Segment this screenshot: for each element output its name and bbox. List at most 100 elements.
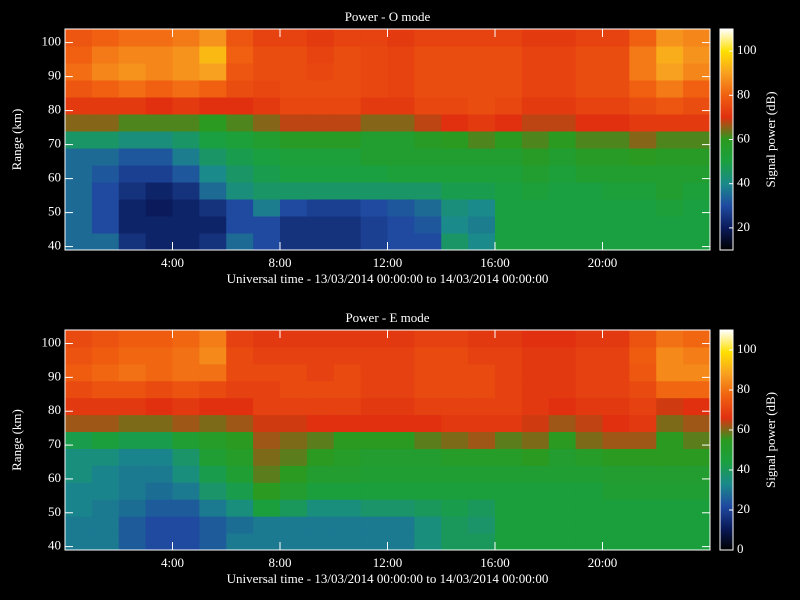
heat-cell <box>575 380 603 399</box>
heat-cell <box>145 448 173 466</box>
heat-cell <box>360 63 388 81</box>
heat-cell <box>683 533 710 550</box>
heat-cell <box>548 114 577 132</box>
heat-cell <box>441 80 469 98</box>
heat-cell <box>387 533 415 550</box>
heat-cell <box>656 165 684 183</box>
heat-cell <box>145 431 173 449</box>
y-tick-label: 40 <box>48 238 61 253</box>
heat-cell <box>441 431 469 449</box>
heat-cell <box>118 148 147 166</box>
heat-cell <box>280 431 308 449</box>
heat-cell <box>253 182 281 200</box>
heat-cell <box>441 516 469 534</box>
heat-cell <box>91 199 120 217</box>
heat-cell <box>360 363 388 382</box>
heat-cell <box>280 482 308 500</box>
heat-cell <box>199 131 227 149</box>
heat-cell <box>387 97 415 115</box>
heat-cell <box>683 516 710 534</box>
heat-cell <box>441 63 469 81</box>
heat-cell <box>360 397 388 416</box>
heat-cell <box>414 465 442 483</box>
heat-cell <box>629 131 657 149</box>
heat-cell <box>91 533 120 550</box>
heat-cell <box>172 465 200 483</box>
heat-cell <box>199 499 227 517</box>
heat-cell <box>145 148 173 166</box>
y-tick-label: 50 <box>48 204 61 219</box>
heat-cell <box>548 380 577 399</box>
heat-cell <box>629 448 657 466</box>
heat-cell <box>333 330 362 348</box>
heat-cell <box>575 182 603 200</box>
heat-cell <box>683 363 710 382</box>
heat-cell <box>199 46 227 64</box>
heat-cell <box>414 148 442 166</box>
heat-cell <box>468 63 496 81</box>
heat-cell <box>683 199 710 217</box>
heat-cell <box>602 199 630 217</box>
heat-cell <box>360 182 388 200</box>
heat-cell <box>683 131 710 149</box>
heat-cell <box>441 465 469 483</box>
heat-cell <box>683 114 710 132</box>
heat-cell <box>414 414 442 433</box>
heat-cell <box>656 499 684 517</box>
heat-cell <box>65 148 93 166</box>
heat-cell <box>495 97 523 115</box>
heat-cell <box>683 46 710 64</box>
heat-cell <box>253 346 281 365</box>
heat-cell <box>91 346 120 365</box>
heat-cell <box>65 414 93 433</box>
heat-cell <box>226 431 254 449</box>
heat-cell <box>65 233 93 250</box>
heat-cell <box>172 499 200 517</box>
heat-cell <box>441 346 469 365</box>
heat-cell <box>468 363 496 382</box>
heat-cell <box>226 363 254 382</box>
heat-cell <box>226 182 254 200</box>
heat-cell <box>575 233 603 250</box>
heat-cell <box>306 80 335 98</box>
heat-cell <box>172 80 200 98</box>
colorbar-tick-label: 40 <box>737 461 750 476</box>
heat-cell <box>629 414 657 433</box>
heat-cell <box>602 448 630 466</box>
heat-cell <box>306 431 335 449</box>
heat-cell <box>306 165 335 183</box>
heat-cell <box>602 533 630 550</box>
heat-cell <box>548 216 577 234</box>
heat-cell <box>199 330 227 348</box>
heat-cell <box>602 414 630 433</box>
heat-cell <box>629 431 657 449</box>
heat-cell <box>253 516 281 534</box>
heat-cell <box>118 431 147 449</box>
heat-cell <box>118 182 147 200</box>
heat-cell <box>629 499 657 517</box>
heat-cell <box>226 397 254 416</box>
heat-cell <box>521 97 550 115</box>
heat-cell <box>575 414 603 433</box>
heat-cell <box>253 431 281 449</box>
heat-cell <box>495 363 523 382</box>
heat-cell <box>602 363 630 382</box>
heat-cell <box>602 465 630 483</box>
heat-cell <box>333 346 362 365</box>
heat-cell <box>468 97 496 115</box>
heat-cell <box>145 29 173 47</box>
heat-cell <box>360 97 388 115</box>
heat-cell <box>656 216 684 234</box>
heat-cell <box>656 63 684 81</box>
heat-cell <box>548 199 577 217</box>
heat-cell <box>280 29 308 47</box>
heat-cell <box>548 63 577 81</box>
heat-cell <box>468 216 496 234</box>
heat-cell <box>172 29 200 47</box>
heat-cell <box>280 63 308 81</box>
colorbar-label: Signal power (dB) <box>763 392 778 488</box>
heat-cell <box>360 482 388 500</box>
heat-cell <box>280 46 308 64</box>
heat-cell <box>548 182 577 200</box>
heat-cell <box>548 233 577 250</box>
